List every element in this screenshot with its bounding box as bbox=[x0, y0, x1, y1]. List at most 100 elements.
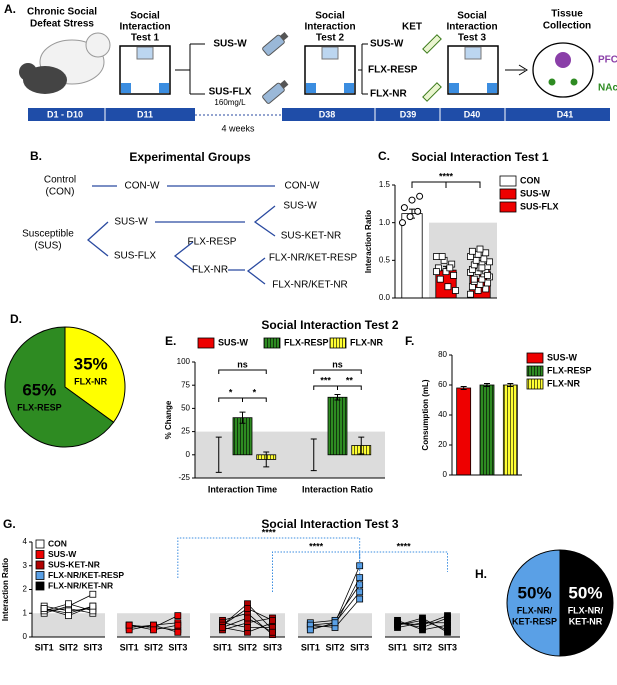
significance-label: **** bbox=[439, 171, 454, 181]
significance-bracket bbox=[313, 369, 362, 374]
error-bar bbox=[358, 436, 365, 455]
error-bar bbox=[239, 411, 246, 424]
panel-label: C. bbox=[378, 149, 390, 163]
significance-label: **** bbox=[397, 541, 412, 551]
tree-line bbox=[86, 221, 109, 257]
node: SUS-FLX bbox=[114, 251, 157, 262]
panel-label: G. bbox=[3, 517, 16, 531]
node: FLX-NR/KET-NR bbox=[272, 280, 348, 291]
legend-swatch bbox=[526, 352, 544, 364]
test-label: Test 3 bbox=[458, 33, 487, 44]
timeline-label: D38 bbox=[319, 109, 336, 119]
y-tick-label: 0.5 bbox=[379, 255, 391, 264]
legend-swatch bbox=[35, 550, 45, 559]
data-point bbox=[419, 624, 426, 631]
x-tick-label: SIT2 bbox=[144, 642, 163, 652]
node: FLX-NR/KET-RESP bbox=[269, 253, 358, 264]
data-point bbox=[331, 619, 339, 627]
legend-swatch bbox=[35, 539, 45, 549]
arena bbox=[119, 45, 171, 95]
node: SUS-W bbox=[283, 201, 317, 212]
test-label: Test 1 bbox=[131, 33, 160, 44]
legend-label: FLX-RESP bbox=[284, 337, 329, 347]
bottle-icon bbox=[262, 32, 289, 56]
pie-slice bbox=[506, 549, 561, 657]
pie-category-label: KET-RESP bbox=[512, 616, 557, 626]
test-label: Social bbox=[315, 11, 345, 22]
panel-label: A. bbox=[4, 2, 16, 16]
pie-category-label: FLX-NR/ bbox=[517, 605, 553, 615]
legend-swatch bbox=[499, 175, 517, 187]
y-tick-label: 0 bbox=[443, 470, 448, 479]
data-point bbox=[65, 612, 72, 620]
data-point bbox=[219, 624, 226, 631]
pie-value-label: 50% bbox=[568, 583, 602, 602]
data-point bbox=[150, 626, 157, 634]
mouse-icon bbox=[19, 63, 37, 81]
legend-label: SUS-W bbox=[520, 188, 551, 198]
panel-label: B. bbox=[30, 149, 42, 163]
data-point bbox=[472, 256, 480, 264]
data-point bbox=[484, 271, 492, 279]
data-point bbox=[356, 562, 364, 570]
pie-category-label: FLX-NR bbox=[74, 376, 107, 386]
pie-category-label: KET-NR bbox=[569, 616, 603, 626]
pie-category-label: FLX-NR/ bbox=[568, 605, 604, 615]
y-tick-label: 1.0 bbox=[379, 218, 391, 227]
x-tick-label: SIT1 bbox=[213, 642, 232, 652]
panel-a: A. Chronic Social Defeat Stress Social I… bbox=[4, 2, 617, 133]
x-tick-label: SIT2 bbox=[59, 642, 78, 652]
pie-slice bbox=[559, 549, 614, 657]
data-point bbox=[446, 264, 454, 272]
significance-bracket bbox=[218, 369, 267, 374]
pie-slice bbox=[64, 326, 126, 423]
legend-label: FLX-NR/KET-RESP bbox=[48, 570, 124, 580]
x-tick-label: Interaction Time bbox=[208, 484, 277, 494]
dose-label: 160mg/L bbox=[214, 98, 246, 107]
timeline-label: D1 - D10 bbox=[47, 109, 83, 119]
data-point bbox=[244, 624, 251, 631]
legend-swatch bbox=[197, 337, 215, 349]
node: CON-W bbox=[125, 181, 161, 192]
significance-label: * bbox=[229, 387, 233, 397]
y-tick-label: 75 bbox=[181, 380, 190, 389]
x-tick-label: SIT3 bbox=[263, 642, 282, 652]
branch-lines bbox=[358, 43, 368, 95]
x-tick-label: SIT1 bbox=[35, 642, 54, 652]
data-point bbox=[478, 264, 486, 272]
group-label: FLX-RESP bbox=[368, 65, 418, 76]
data-point bbox=[244, 614, 251, 622]
y-tick-label: 25 bbox=[181, 427, 190, 436]
data-point bbox=[436, 275, 444, 283]
data-point bbox=[444, 614, 451, 622]
chart-title: Social Interaction Test 2 bbox=[261, 318, 398, 332]
legend-label: SUS-FLX bbox=[520, 201, 559, 211]
pie-slice bbox=[4, 326, 115, 448]
significance-label: **** bbox=[262, 527, 277, 537]
legend-label: FLX-NR/KET-NR bbox=[48, 580, 113, 590]
y-tick-label: 40 bbox=[438, 410, 447, 419]
timeline-bar bbox=[28, 108, 195, 121]
y-tick-label: 2 bbox=[23, 585, 28, 594]
data-point bbox=[406, 213, 414, 221]
error-bar bbox=[460, 386, 467, 390]
legend-swatch bbox=[526, 365, 544, 377]
x-tick-label: SIT3 bbox=[350, 642, 369, 652]
legend-label: SUS-W bbox=[48, 549, 77, 559]
x-tick-label: SIT1 bbox=[301, 642, 320, 652]
group-label: FLX-NR bbox=[370, 89, 407, 100]
y-tick-label: 4 bbox=[23, 537, 28, 546]
data-point bbox=[89, 602, 97, 610]
bottle-icon bbox=[262, 80, 289, 104]
error-bar bbox=[507, 383, 514, 387]
syringe-icon bbox=[422, 82, 442, 102]
legend-label: SUS-W bbox=[218, 337, 249, 347]
data-point bbox=[444, 283, 452, 291]
brain-icon bbox=[532, 42, 594, 98]
bar bbox=[479, 384, 495, 476]
data-point bbox=[394, 619, 401, 627]
significance-label: ns bbox=[237, 359, 248, 369]
panel-label: D. bbox=[10, 312, 22, 326]
data-point bbox=[269, 616, 276, 624]
bar bbox=[401, 213, 423, 299]
